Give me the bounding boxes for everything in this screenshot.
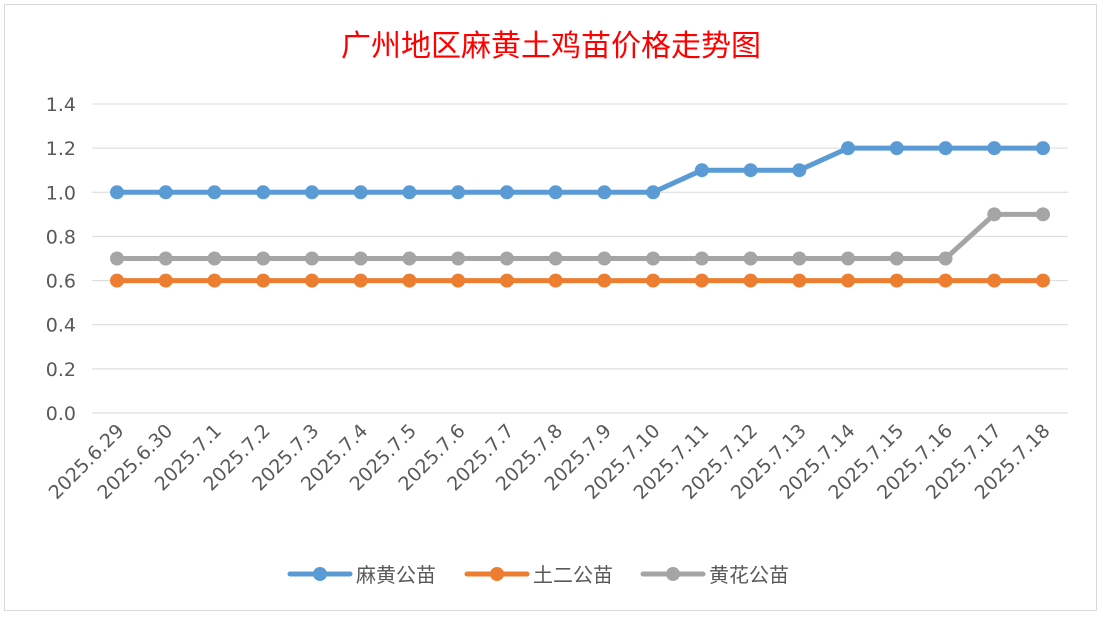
y-tick-label: 0.4 xyxy=(46,315,76,337)
data-point xyxy=(499,273,514,288)
data-point xyxy=(256,185,271,200)
data-point xyxy=(548,251,563,266)
data-point xyxy=(256,273,271,288)
legend-label: 麻黄公苗 xyxy=(356,563,436,587)
legend-item-2: 土二公苗 xyxy=(464,563,613,587)
data-point xyxy=(987,207,1002,222)
data-point xyxy=(889,141,904,156)
legend-label: 土二公苗 xyxy=(533,563,613,587)
data-point xyxy=(499,251,514,266)
legend-swatch-marker xyxy=(490,567,504,581)
data-point xyxy=(207,273,222,288)
data-point xyxy=(158,273,173,288)
y-tick-label: 1.2 xyxy=(46,138,76,160)
data-point xyxy=(743,163,758,178)
data-point xyxy=(499,185,514,200)
data-point xyxy=(889,251,904,266)
data-point xyxy=(938,273,953,288)
data-point xyxy=(402,185,417,200)
data-point xyxy=(938,141,953,156)
data-point xyxy=(304,251,319,266)
data-point xyxy=(694,163,709,178)
chart-title: 广州地区麻黄土鸡苗价格走势图 xyxy=(341,29,761,64)
data-point xyxy=(451,273,466,288)
data-point xyxy=(987,141,1002,156)
data-point xyxy=(841,273,856,288)
data-point xyxy=(548,273,563,288)
data-point xyxy=(987,273,1002,288)
data-point xyxy=(792,163,807,178)
data-point xyxy=(1036,141,1050,156)
data-point xyxy=(304,185,319,200)
x-axis-ticks: 2025.6.292025.6.302025.7.12025.7.22025.7… xyxy=(45,420,1055,504)
y-tick-label: 0.2 xyxy=(46,359,76,381)
data-point xyxy=(207,251,222,266)
data-point xyxy=(597,251,612,266)
y-tick-label: 0.6 xyxy=(46,271,76,293)
data-point xyxy=(694,251,709,266)
data-point xyxy=(353,273,368,288)
y-tick-label: 0.0 xyxy=(46,403,76,425)
series-layer xyxy=(110,141,1050,288)
legend-swatch-marker xyxy=(666,567,680,581)
data-point xyxy=(938,251,953,266)
data-point xyxy=(694,273,709,288)
series-3 xyxy=(110,207,1050,266)
y-tick-label: 1.0 xyxy=(46,182,76,204)
series-2 xyxy=(110,273,1050,288)
chart-frame xyxy=(4,4,1097,611)
data-point xyxy=(1036,273,1050,288)
data-point xyxy=(256,251,271,266)
data-point xyxy=(841,141,856,156)
data-point xyxy=(158,251,173,266)
y-axis-ticks: 0.0 0.2 0.4 0.6 0.8 1.0 1.2 1.4 xyxy=(46,94,76,425)
data-point xyxy=(110,273,124,288)
data-point xyxy=(353,251,368,266)
data-point xyxy=(402,251,417,266)
data-point xyxy=(889,273,904,288)
series-1 xyxy=(110,141,1050,200)
legend-item-1: 麻黄公苗 xyxy=(287,563,436,587)
series-line xyxy=(114,211,1046,261)
legend-item-3: 黄花公苗 xyxy=(640,563,789,587)
data-point xyxy=(646,273,661,288)
legend-label: 黄花公苗 xyxy=(709,563,789,587)
data-point xyxy=(548,185,563,200)
data-point xyxy=(207,185,222,200)
legend: 麻黄公苗 土二公苗 黄花公苗 xyxy=(287,563,789,587)
data-point xyxy=(597,185,612,200)
data-point xyxy=(110,251,124,266)
series-line xyxy=(114,145,1046,195)
data-point xyxy=(597,273,612,288)
data-point xyxy=(743,273,758,288)
data-point xyxy=(841,251,856,266)
data-point xyxy=(158,185,173,200)
legend-swatch-marker xyxy=(313,567,327,581)
data-point xyxy=(402,273,417,288)
data-point xyxy=(743,251,758,266)
data-point xyxy=(451,251,466,266)
data-point xyxy=(792,251,807,266)
y-tick-label: 1.4 xyxy=(46,94,76,116)
data-point xyxy=(304,273,319,288)
data-point xyxy=(353,185,368,200)
data-point xyxy=(110,185,124,200)
data-point xyxy=(646,185,661,200)
data-point xyxy=(451,185,466,200)
data-point xyxy=(646,251,661,266)
y-tick-label: 0.8 xyxy=(46,226,76,248)
data-point xyxy=(792,273,807,288)
data-point xyxy=(1036,207,1050,222)
